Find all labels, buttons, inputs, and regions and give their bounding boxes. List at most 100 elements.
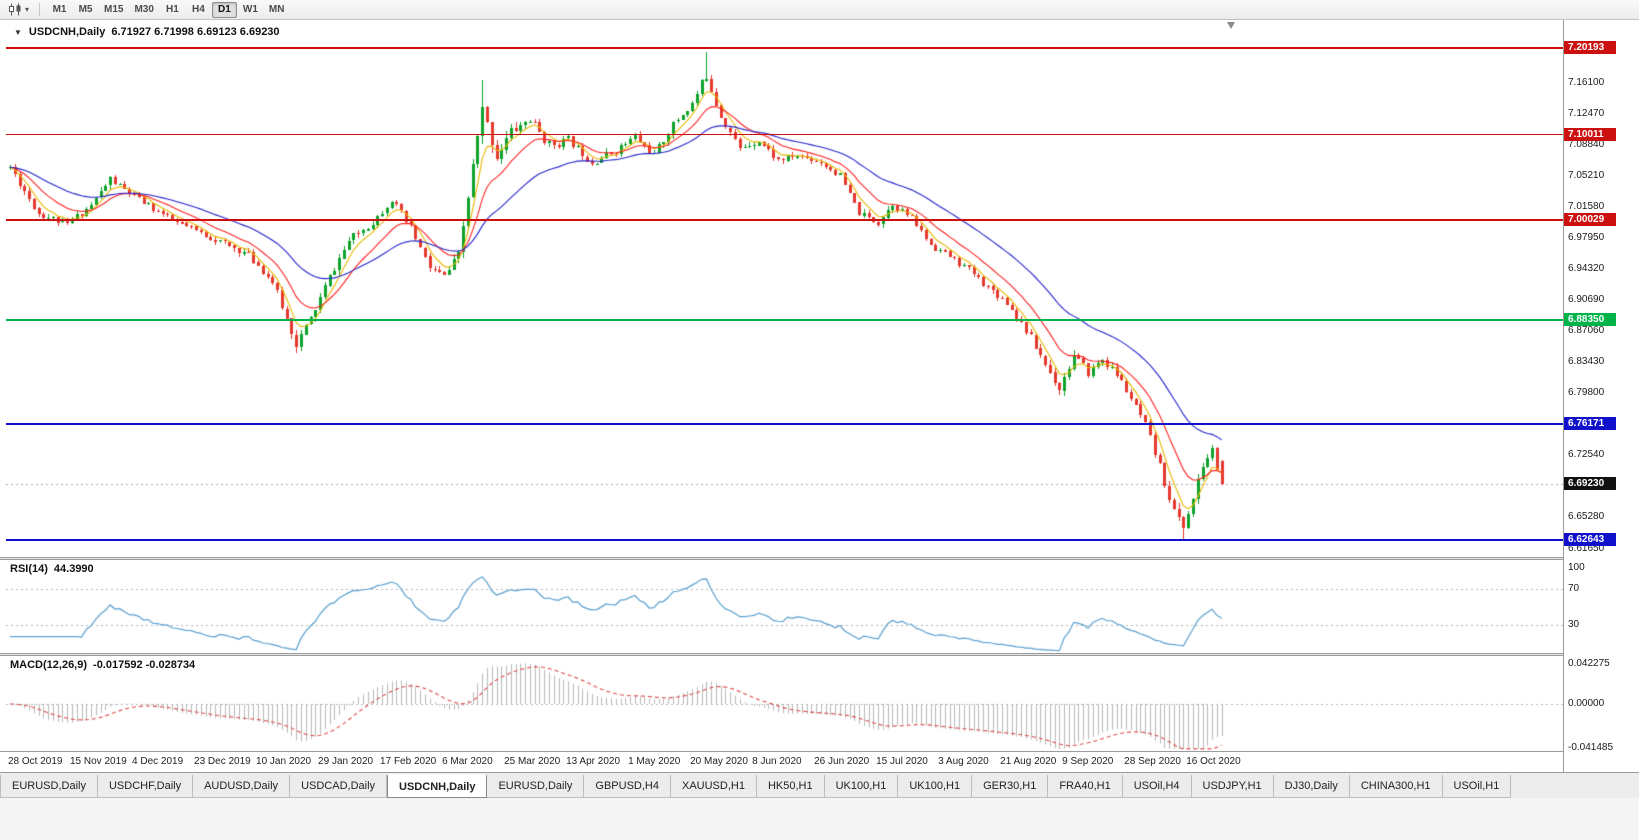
price-axis-label: 6.65280 — [1568, 511, 1605, 523]
macd-name: MACD(12,26,9) — [10, 659, 88, 671]
candlestick-chart-icon — [9, 3, 21, 16]
support-price-badge: 6.76171 — [1564, 417, 1616, 431]
price-axis-label: 6.61650 — [1568, 542, 1605, 554]
timeframe-button-m15[interactable]: M15 — [104, 4, 124, 15]
current-price-badge: 6.69230 — [1564, 476, 1616, 490]
price-axis[interactable]: 7.16100 7.12470 7.08840 7.05210 7.01580 6.979… — [1564, 20, 1639, 772]
chart-tab-usdcad[interactable]: USDCAD,Daily — [290, 775, 388, 798]
chart-region: ▼ USDCNH,Daily 6.71927 6.71998 6.69123 6… — [0, 20, 1639, 772]
chart-tab-dj30[interactable]: DJ30,Daily — [1273, 775, 1350, 798]
chart-tab-audusd[interactable]: AUDUSD,Daily — [193, 775, 291, 798]
rsi-title: RSI(14) 44.3990 — [10, 563, 94, 575]
chart-tab-usdjpy[interactable]: USDJPY,H1 — [1191, 775, 1274, 798]
macd-axis-label: 0.042275 — [1568, 658, 1610, 669]
symbol-period-label: USDCNH,Daily — [28, 26, 106, 38]
timeframe-button-h4[interactable]: H4 — [192, 4, 205, 15]
timeframe-button-mn[interactable]: MN — [268, 4, 285, 15]
date-label: 8 Jun 2020 — [752, 756, 802, 767]
timeframe-button-d1[interactable]: D1 — [211, 1, 237, 18]
timeframe-buttons: M1 M5 M15 M30 H1 H4 D1 W1 MN — [47, 1, 289, 18]
timeframe-button-m1[interactable]: M1 — [52, 4, 67, 15]
date-label: 10 Jan 2020 — [256, 756, 312, 767]
collapse-triangle-icon[interactable]: ▼ — [14, 27, 22, 37]
timeframe-button-m30[interactable]: M30 — [134, 4, 154, 15]
rsi-axis-label: 30 — [1568, 619, 1580, 631]
chart-tab-usoil[interactable]: USOil,H1 — [1442, 775, 1512, 798]
rsi-axis-label: 100 — [1568, 562, 1585, 573]
price-axis-label: 6.83430 — [1568, 356, 1605, 368]
date-label: 29 Jan 2020 — [318, 756, 374, 767]
price-axis-label: 7.12470 — [1568, 107, 1605, 119]
date-label: 16 Oct 2020 — [1186, 756, 1241, 767]
price-axis-label: 7.08840 — [1568, 138, 1605, 150]
pane-separator[interactable] — [0, 653, 1639, 656]
status-bar — [0, 798, 1639, 840]
rsi-axis-label: 70 — [1568, 582, 1580, 594]
chart-tab-ger30[interactable]: GER30,H1 — [972, 775, 1049, 798]
date-label: 4 Dec 2019 — [132, 756, 184, 767]
chevron-down-icon: ▾ — [25, 4, 30, 14]
pane-separator[interactable] — [0, 557, 1639, 560]
price-axis-label: 6.97950 — [1568, 231, 1605, 243]
chart-tab-uk100[interactable]: UK100,H1 — [824, 775, 899, 798]
date-label: 9 Sep 2020 — [1062, 756, 1114, 767]
timeframe-button-w1[interactable]: W1 — [242, 4, 258, 15]
chart-tab-usoil[interactable]: USOil,H4 — [1122, 775, 1192, 798]
chart-tab-eurusd[interactable]: EURUSD,Daily — [0, 775, 98, 798]
chart-type-button[interactable]: ▾ — [5, 2, 32, 18]
price-axis-label: 7.05210 — [1568, 169, 1605, 181]
axis-separator — [1563, 20, 1564, 772]
resistance-price-badge: 7.20193 — [1564, 40, 1616, 54]
date-label: 13 Apr 2020 — [566, 756, 621, 767]
chart-tab-gbpusd[interactable]: GBPUSD,H4 — [584, 775, 671, 798]
chart-title: ▼ USDCNH,Daily 6.71927 6.71998 6.69123 6… — [14, 26, 280, 38]
level-price-badge: 6.88350 — [1564, 313, 1616, 327]
toolbar: ▾ M1 M5 M15 M30 H1 H4 D1 W1 MN — [0, 0, 1639, 20]
resistance-price-badge: 7.00029 — [1564, 213, 1616, 227]
price-axis-label: 6.72540 — [1568, 449, 1605, 461]
date-label: 3 Aug 2020 — [938, 756, 989, 767]
date-label: 15 Jul 2020 — [876, 756, 928, 767]
date-label: 6 Mar 2020 — [442, 756, 493, 767]
chart-tab-china300[interactable]: CHINA300,H1 — [1349, 775, 1443, 798]
date-label: 28 Oct 2019 — [8, 756, 63, 767]
date-label: 15 Nov 2019 — [70, 756, 127, 767]
chart-tab-uk100[interactable]: UK100,H1 — [898, 775, 973, 798]
date-label: 1 May 2020 — [628, 756, 681, 767]
price-axis-label: 7.01580 — [1568, 200, 1605, 212]
chart-tab-usdcnh[interactable]: USDCNH,Daily — [387, 774, 488, 798]
macd-axis-label: -0.041485 — [1568, 742, 1614, 753]
chart-tab-xauusd[interactable]: XAUUSD,H1 — [670, 775, 757, 798]
macd-values: -0.017592 -0.028734 — [93, 659, 196, 671]
chart-tabs: EURUSD,Daily USDCHF,Daily AUDUSD,Daily USDC… — [0, 772, 1639, 798]
date-label: 26 Jun 2020 — [814, 756, 870, 767]
price-axis-label: 6.94320 — [1568, 262, 1605, 274]
date-label: 23 Dec 2019 — [194, 756, 251, 767]
rsi-value: 44.3990 — [53, 563, 94, 575]
timeframe-button-h1[interactable]: H1 — [166, 4, 179, 15]
date-label: 20 May 2020 — [690, 756, 748, 767]
date-label: 28 Sep 2020 — [1124, 756, 1181, 767]
date-label: 17 Feb 2020 — [380, 756, 437, 767]
resistance-price-badge: 7.10011 — [1564, 127, 1616, 141]
chart-shift-marker[interactable] — [1227, 22, 1236, 29]
price-axis-label: 7.16100 — [1568, 76, 1605, 88]
chart-tab-usdchf[interactable]: USDCHF,Daily — [97, 775, 194, 798]
price-axis-label: 6.90690 — [1568, 294, 1605, 306]
chart-tab-eurusd[interactable]: EURUSD,Daily — [487, 775, 585, 798]
rsi-name: RSI(14) — [10, 563, 48, 575]
date-label: 21 Aug 2020 — [1000, 756, 1057, 767]
price-axis-label: 6.79800 — [1568, 387, 1605, 399]
timeframe-button-m5[interactable]: M5 — [78, 4, 93, 15]
chart-tab-fra40[interactable]: FRA40,H1 — [1048, 775, 1123, 798]
price-chart-canvas[interactable] — [0, 20, 1639, 772]
macd-title: MACD(12,26,9) -0.017592 -0.028734 — [10, 659, 195, 671]
date-label: 25 Mar 2020 — [504, 756, 561, 767]
price-axis-label: 6.87060 — [1568, 325, 1605, 337]
toolbar-separator — [39, 3, 41, 16]
macd-axis-label: 0.00000 — [1568, 697, 1605, 709]
chart-tab-hk50[interactable]: HK50,H1 — [756, 775, 825, 798]
ohlc-values: 6.71927 6.71998 6.69123 6.69230 — [111, 26, 280, 38]
time-axis[interactable]: 28 Oct 2019 15 Nov 2019 4 Dec 2019 23 Dec 2… — [0, 751, 1564, 772]
